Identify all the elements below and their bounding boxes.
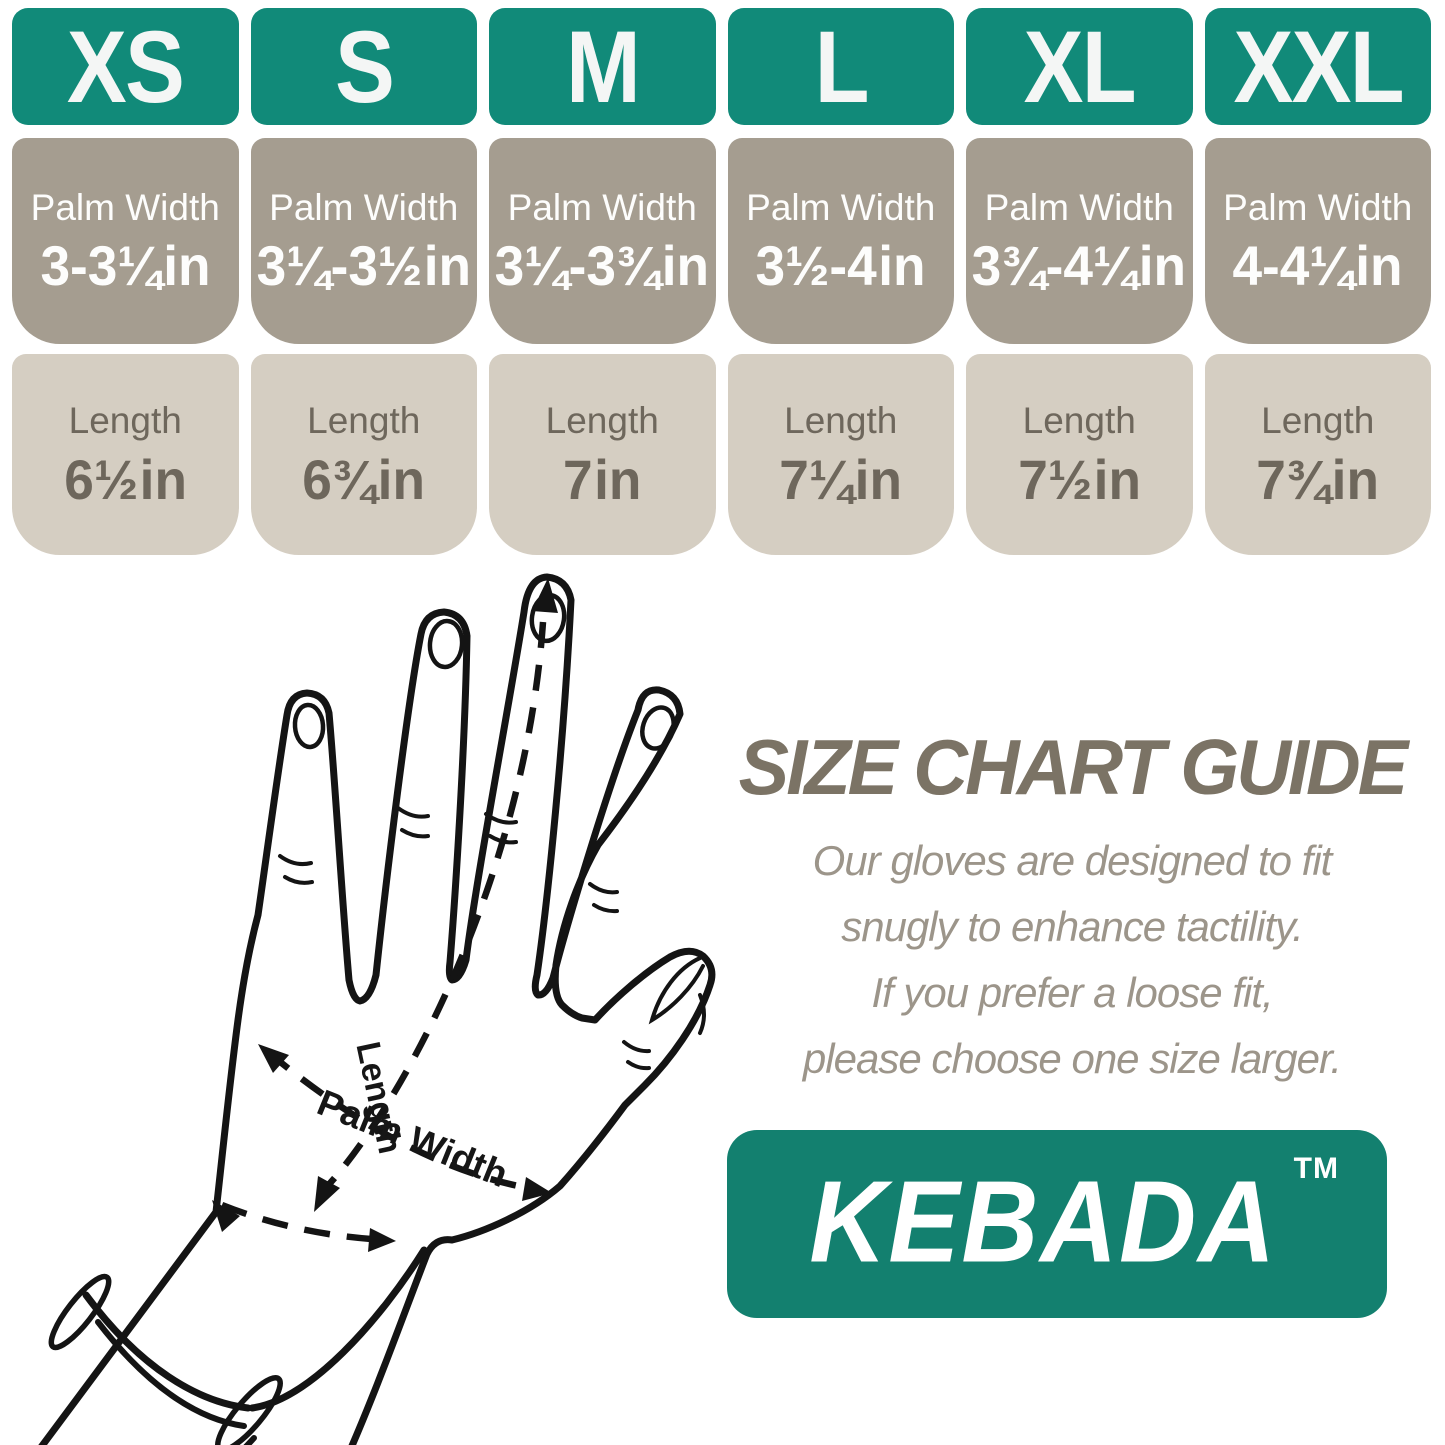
guide-body-text: Our gloves are designed to fit snugly to…: [728, 828, 1416, 1092]
size-column-xs: XS Palm Width 3-3¼ in Length 6½ in: [12, 8, 239, 555]
length-cell-s: Length 6¾ in: [250, 354, 477, 555]
size-column-s: S Palm Width 3¼-3½ in Length 6¾ in: [250, 8, 477, 555]
length-label: Length: [545, 400, 659, 442]
ring-knuckle-crease: [396, 806, 430, 839]
size-header-xs: XS: [12, 8, 239, 125]
ring-nail: [427, 618, 465, 670]
cuff-band: [82, 1291, 252, 1412]
palm-width-value: 3¾-4¼ in: [972, 234, 1187, 298]
guide-title: SIZE CHART GUIDE: [738, 723, 1409, 811]
cuff-strap-loop-right: [215, 1375, 283, 1445]
palm-width-cell-xl: Palm Width 3¾-4¼ in: [966, 138, 1193, 344]
guide-line-4: please choose one size larger.: [802, 1035, 1342, 1082]
length-value: 7¾ in: [1256, 447, 1380, 511]
pinky-knuckle-crease: [278, 854, 314, 885]
thumb-nail: [648, 956, 705, 1025]
size-table: XS Palm Width 3-3¼ in Length 6½ in S Pal…: [12, 8, 1431, 555]
palm-width-cell-xxl: Palm Width 4-4¼ in: [1204, 138, 1431, 344]
cuff-strap-end: [243, 1435, 257, 1445]
trademark-symbol: TM: [1293, 1152, 1339, 1185]
length-label: Length: [1022, 400, 1136, 442]
palm-width-arrow-right: [522, 1177, 552, 1201]
size-header-m: M: [489, 8, 716, 125]
length-arrow-down: [314, 1176, 340, 1212]
thumb-crease: [622, 1040, 651, 1071]
wrist-arrow-left: [212, 1200, 240, 1232]
palm-width-label: Palm Width: [984, 186, 1174, 228]
size-header-label: XL: [1023, 9, 1137, 124]
palm-width-value: 4-4¼ in: [1232, 234, 1403, 298]
guide-line-1: Our gloves are designed to fit: [812, 837, 1333, 884]
hand-measurement-diagram: Palm Width Length: [38, 573, 716, 1445]
length-cell-xs: Length 6½ in: [12, 354, 239, 555]
palm-width-value: 3¼-3½ in: [256, 234, 471, 298]
palm-width-cell-xs: Palm Width 3-3¼ in: [12, 138, 239, 344]
guide-line-2: snugly to enhance tactility.: [841, 903, 1304, 950]
palm-width-label: Palm Width: [507, 186, 697, 228]
brand-logo: KEBADA TM: [727, 1130, 1387, 1318]
palm-width-value: 3-3¼ in: [40, 234, 211, 298]
palm-width-value: 3½-4 in: [755, 234, 926, 298]
length-value: 6¾ in: [302, 447, 426, 511]
cuff-strap-loop-left: [48, 1273, 112, 1351]
length-value: 7¼ in: [779, 447, 903, 511]
size-header-label: L: [814, 9, 869, 124]
size-column-xl: XL Palm Width 3¾-4¼ in Length 7½ in: [966, 8, 1193, 555]
size-column-xxl: XXL Palm Width 4-4¼ in Length 7¾ in: [1204, 8, 1431, 555]
length-cell-m: Length 7 in: [489, 354, 716, 555]
wrist-measure-line: [220, 1201, 389, 1244]
palm-width-cell-m: Palm Width 3¼-3¾ in: [489, 138, 716, 344]
size-header-label: XXL: [1233, 9, 1404, 124]
length-label: Length: [68, 400, 182, 442]
size-header-l: L: [727, 8, 954, 125]
guide-line-3: If you prefer a loose fit,: [871, 969, 1273, 1016]
length-label: Length: [307, 400, 421, 442]
palm-width-label: Palm Width: [30, 186, 220, 228]
length-value: 6½ in: [63, 447, 187, 511]
size-header-label: XS: [67, 9, 185, 124]
palm-width-cell-l: Palm Width 3½-4 in: [727, 138, 954, 344]
length-cell-xl: Length 7½ in: [966, 354, 1193, 555]
length-arrow-up: [532, 578, 558, 613]
length-label: Length: [784, 400, 898, 442]
palm-width-value: 3¼-3¾ in: [495, 234, 710, 298]
index-knuckle-crease: [588, 882, 619, 914]
brand-name: KEBADA: [809, 1156, 1277, 1287]
size-header-xl: XL: [966, 8, 1193, 125]
length-value: 7½ in: [1017, 447, 1141, 511]
size-header-xxl: XXL: [1204, 8, 1431, 125]
wrist-arrow-right: [368, 1228, 396, 1252]
length-cell-l: Length 7¼ in: [727, 354, 954, 555]
length-value: 7 in: [563, 447, 642, 511]
palm-width-arrow-left: [258, 1044, 289, 1073]
hand-outline: [38, 573, 716, 1445]
index-nail: [640, 705, 676, 751]
hand-edge-crease: [698, 993, 706, 1035]
size-header-label: M: [565, 9, 641, 124]
length-label: Length: [1261, 400, 1375, 442]
palm-width-measure-line: [265, 1049, 541, 1194]
size-header-s: S: [250, 8, 477, 125]
size-column-m: M Palm Width 3¼-3¾ in Length 7 in: [489, 8, 716, 555]
size-header-label: S: [334, 9, 395, 124]
palm-width-cell-s: Palm Width 3¼-3½ in: [250, 138, 477, 344]
palm-width-label: Palm Width: [269, 186, 459, 228]
length-cell-xxl: Length 7¾ in: [1204, 354, 1431, 555]
size-column-l: L Palm Width 3½-4 in Length 7¼ in: [727, 8, 954, 555]
length-measure-line: [319, 621, 547, 1195]
pinky-nail: [292, 702, 326, 750]
palm-width-label: Palm Width: [1223, 186, 1413, 228]
palm-width-label: Palm Width: [746, 186, 936, 228]
